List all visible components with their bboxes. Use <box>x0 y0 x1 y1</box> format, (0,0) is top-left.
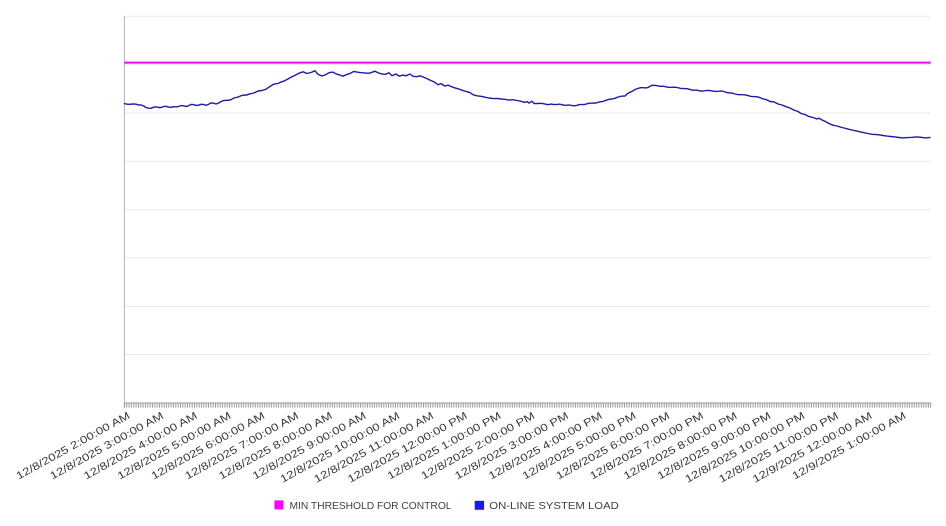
svg-text:MIN THRESHOLD FOR CONTROL: MIN THRESHOLD FOR CONTROL <box>290 501 452 512</box>
svg-text:ON-LINE SYSTEM LOAD: ON-LINE SYSTEM LOAD <box>489 501 619 512</box>
